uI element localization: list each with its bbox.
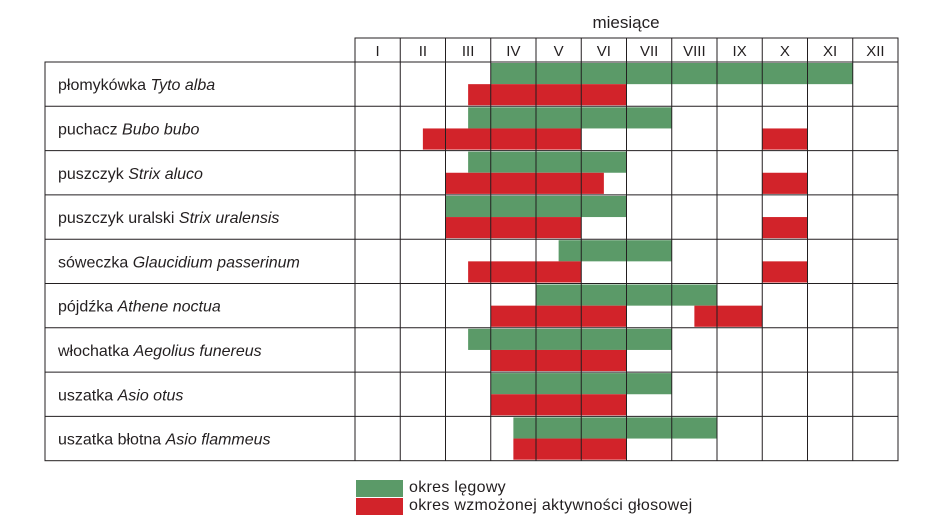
species-common-name: puchacz [58,121,122,138]
month-label-VIII: VIII [683,43,706,60]
month-label-IV: IV [506,43,520,60]
species-label-1: puchacz Bubo bubo [58,121,200,138]
bar-breeding-1-0 [468,107,672,129]
species-latin-name: Asio otus [117,387,184,404]
bar-breeding-4-0 [558,240,672,262]
legend-swatch-vocal [356,497,403,515]
legend-item-breeding: okres lęgowy [356,479,506,497]
species-common-name: uszatka błotna [58,432,166,449]
species-label-7: uszatka Asio otus [58,387,183,404]
legend-swatch-breeding [356,479,403,497]
legend-item-vocal: okres wzmożonej aktywności głosowej [356,497,693,515]
species-label-6: włochatka Aegolius funereus [57,343,262,360]
bar-vocal-3-0 [445,217,582,239]
bar-vocal-0-0 [468,84,627,106]
bar-vocal-4-0 [468,261,582,283]
month-label-II: II [419,43,427,60]
month-label-VI: VI [597,43,611,60]
species-common-name: sóweczka [58,254,133,271]
bar-vocal-5-1 [694,305,763,327]
species-latin-name: Aegolius funereus [133,343,262,360]
species-latin-name: Strix aluco [128,166,203,183]
species-common-name: uszatka [58,387,118,404]
bar-vocal-8-0 [513,438,627,460]
grid-layer [44,37,899,462]
species-label-2: puszczyk Strix aluco [58,166,203,183]
species-label-5: pójdźka Athene noctua [58,299,221,316]
legend-label-breeding: okres lęgowy [409,479,506,496]
species-label-8: uszatka błotna Asio flammeus [58,432,271,449]
bar-vocal-7-0 [490,394,627,416]
bar-vocal-2-1 [762,172,808,194]
month-label-X: X [780,43,790,60]
month-label-IX: IX [733,43,747,60]
bar-breeding-8-0 [513,417,717,439]
bar-breeding-6-0 [468,328,672,350]
bar-vocal-2-0 [445,172,604,194]
bars-layer [422,63,853,460]
species-latin-name: Asio flammeus [165,432,271,449]
species-latin-name: Tyto alba [150,77,215,94]
bar-vocal-3-1 [762,217,808,239]
month-label-XI: XI [823,43,837,60]
species-label-4: sóweczka Glaucidium passerinum [58,254,300,271]
x-axis-label: miesiące [592,13,659,32]
month-label-VII: VII [640,43,658,60]
species-label-3: puszczyk uralski Strix uralensis [58,210,279,227]
month-label-V: V [554,43,564,60]
species-label-0: płomykówka Tyto alba [58,77,215,94]
species-common-name: puszczyk [58,166,128,183]
species-latin-name: Strix uralensis [179,210,279,227]
species-latin-name: Bubo bubo [122,121,200,138]
species-latin-name: Glaucidium passerinum [133,254,300,271]
month-label-I: I [376,43,380,60]
bar-vocal-5-0 [490,305,627,327]
legend-label-vocal: okres wzmożonej aktywności głosowej [409,497,693,514]
bar-vocal-4-1 [762,261,808,283]
month-label-XII: XII [866,43,884,60]
species-latin-name: Athene noctua [117,299,221,316]
species-common-name: pójdźka [58,299,118,316]
bar-breeding-2-0 [468,151,627,173]
species-common-name: puszczyk uralski [58,210,179,227]
bar-vocal-1-1 [762,128,808,150]
month-label-III: III [462,43,475,60]
species-common-name: włochatka [57,343,134,360]
bar-vocal-6-0 [490,349,627,372]
bar-vocal-1-0 [422,128,582,150]
species-common-name: płomykówka [58,77,150,94]
